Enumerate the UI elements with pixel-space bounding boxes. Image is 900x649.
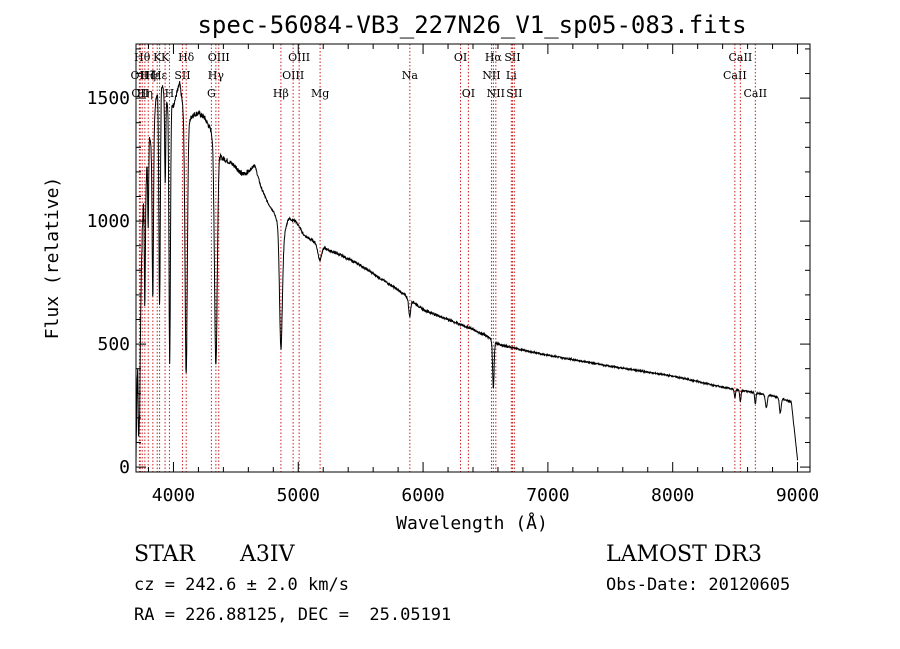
line-label: Hγ bbox=[208, 69, 225, 82]
line-label: OI bbox=[462, 87, 475, 100]
x-tick-label: 9000 bbox=[776, 485, 819, 506]
emission-line-markers bbox=[138, 44, 756, 472]
chart-title: spec-56084-VB3_227N26_V1_sp05-083.fits bbox=[197, 11, 746, 39]
line-label: OIII bbox=[288, 51, 310, 64]
plot-frame bbox=[135, 43, 811, 473]
redshift-value: cz = 242.6 ± 2.0 km/s bbox=[134, 575, 349, 595]
sky-coordinates: RA = 226.88125, DEC = 25.05191 bbox=[134, 605, 451, 625]
line-label: NII bbox=[487, 87, 505, 100]
line-label: OIII bbox=[208, 51, 230, 64]
y-tick-label: 0 bbox=[119, 457, 130, 478]
line-label: K bbox=[161, 51, 170, 64]
line-label: OII bbox=[131, 69, 149, 82]
line-label: CaII bbox=[743, 87, 767, 100]
spectrum-line bbox=[135, 81, 798, 463]
y-tick-label: 1000 bbox=[87, 211, 130, 232]
line-label: Hα bbox=[485, 51, 503, 64]
line-label: G bbox=[207, 87, 216, 100]
line-label: Hβ bbox=[273, 87, 289, 100]
y-tick-label: 500 bbox=[97, 334, 130, 355]
line-label: Hζ bbox=[140, 69, 156, 82]
y-axis-label: Flux (relative) bbox=[42, 177, 63, 340]
x-axis-label: Wavelength (Å) bbox=[396, 512, 548, 534]
line-label: Mg bbox=[311, 87, 329, 100]
x-axis-ticks: 4000 5000 6000 7000 8000 9000 bbox=[147, 44, 819, 506]
x-tick-label: 5000 bbox=[277, 485, 320, 506]
line-label: Li bbox=[506, 69, 517, 82]
x-tick-label: 8000 bbox=[651, 485, 694, 506]
line-label: OIII bbox=[282, 69, 304, 82]
line-label: SII bbox=[504, 51, 520, 64]
line-label: CaII bbox=[729, 51, 753, 64]
survey-name: LAMOST DR3 bbox=[606, 542, 762, 567]
line-label: Hδ bbox=[178, 51, 195, 64]
observation-date: Obs-Date: 20120605 bbox=[606, 575, 790, 595]
line-label: Hθ bbox=[134, 51, 151, 64]
line-label: H bbox=[165, 87, 175, 100]
line-label: CaII bbox=[723, 69, 747, 82]
line-label: Na bbox=[402, 69, 419, 82]
line-label: Hε bbox=[152, 69, 168, 82]
spectral-class: A3IV bbox=[239, 542, 296, 567]
line-label: NII bbox=[482, 69, 500, 82]
line-label: Hη bbox=[137, 87, 153, 100]
y-axis-ticks: 0 500 1000 1500 bbox=[87, 48, 810, 478]
y-tick-label: 1500 bbox=[87, 88, 130, 109]
line-label: OI bbox=[454, 51, 467, 64]
x-tick-label: 7000 bbox=[526, 485, 569, 506]
line-label: SII bbox=[174, 69, 190, 82]
line-label: K bbox=[153, 51, 162, 64]
emission-line-labels: OIIOIIHθHηHζHεKHεKHSIIHδGHγOIIIHβOIIIOII… bbox=[131, 51, 768, 100]
line-label: SII bbox=[506, 87, 522, 100]
object-type: STAR bbox=[134, 542, 196, 567]
x-tick-label: 4000 bbox=[152, 485, 195, 506]
x-tick-label: 6000 bbox=[401, 485, 444, 506]
line-label: Hε bbox=[145, 69, 161, 82]
